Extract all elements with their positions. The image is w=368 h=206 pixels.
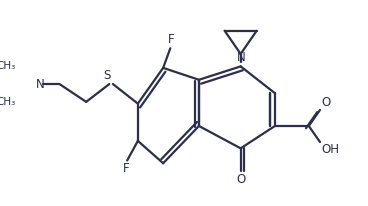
- Text: N: N: [35, 77, 44, 90]
- Text: CH₃: CH₃: [0, 97, 16, 107]
- Text: O: O: [321, 96, 330, 109]
- Text: OH: OH: [321, 143, 339, 156]
- Text: F: F: [168, 34, 174, 47]
- Text: N: N: [237, 51, 246, 64]
- Text: S: S: [104, 69, 111, 82]
- Text: O: O: [236, 173, 245, 186]
- Text: F: F: [123, 162, 130, 175]
- Text: CH₃: CH₃: [0, 61, 16, 71]
